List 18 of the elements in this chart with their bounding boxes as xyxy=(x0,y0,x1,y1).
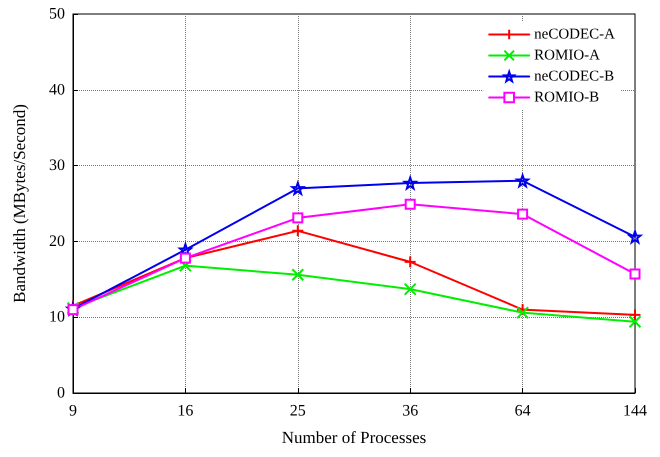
x-axis-title: Number of Processes xyxy=(282,428,426,447)
y-tick-label: 40 xyxy=(49,81,65,98)
y-tick-label: 10 xyxy=(49,308,65,326)
x-tick-label: 9 xyxy=(69,402,77,420)
y-tick-label: 30 xyxy=(49,157,65,174)
y-axis-title: Bandwidth (MBytes/Second) xyxy=(10,104,29,303)
legend-label: ROMIO-B xyxy=(534,90,600,106)
y-tick-label: 0 xyxy=(57,384,65,402)
x-tick-label: 16 xyxy=(177,402,194,420)
x-tick-label: 64 xyxy=(514,402,531,420)
x-tick-label: 25 xyxy=(290,402,306,420)
x-tick-label: 144 xyxy=(623,402,647,420)
legend-label: ROMIO-A xyxy=(534,48,600,64)
y-tick-label: 20 xyxy=(49,232,65,250)
y-tick-label: 50 xyxy=(49,6,65,22)
legend-label: neCODEC-B xyxy=(534,68,614,84)
legend-label: neCODEC-A xyxy=(534,26,616,42)
x-tick-label: 36 xyxy=(402,402,418,420)
